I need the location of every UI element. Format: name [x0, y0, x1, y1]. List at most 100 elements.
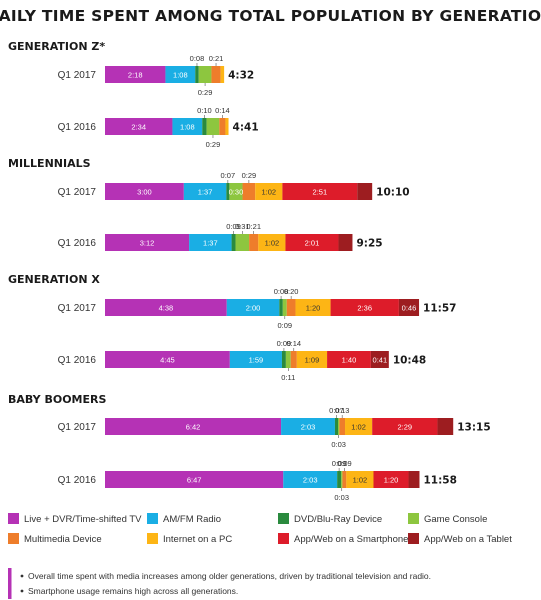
bar-segment-game-console: [341, 471, 343, 488]
bar-data-label: 2:01: [305, 238, 320, 247]
group-title: MILLENNIALS: [8, 157, 91, 170]
bar-segment-internet-on-a-pc: [296, 351, 328, 368]
bar-segment-internet-on-a-pc: [295, 299, 331, 316]
bar-segment-app-web-on-a-tablet: [437, 418, 454, 435]
bar-callout-label: 0:03: [334, 493, 349, 502]
bar-data-label: 1:37: [203, 238, 218, 247]
bar-data-label: 0:46: [402, 303, 417, 312]
bar-total: 11:58: [423, 475, 456, 487]
bar-data-label: 2:03: [301, 422, 316, 431]
bar-segment-am-fm-radio: [229, 351, 282, 368]
legend-swatch: [278, 513, 289, 524]
bar-callout-label: 0:14: [215, 106, 230, 115]
bar-total: 13:15: [457, 422, 490, 434]
bar-data-label: 1:20: [384, 475, 399, 484]
bar-segment-live-dvr-time-shifted-tv: [105, 66, 166, 83]
bar-segment-game-console: [235, 234, 250, 251]
bar-data-label: 2:00: [246, 303, 261, 312]
bar-segment-dvd-blu-ray-device: [226, 183, 230, 200]
bar-callout-label: 0:09: [277, 339, 292, 348]
bar-segment-am-fm-radio: [189, 234, 232, 251]
legend-swatch: [8, 533, 19, 544]
bar-segment-live-dvr-time-shifted-tv: [105, 183, 184, 200]
chart-rows: GENERATION Z* Q1 2017 2:18 1:08 0:08 0:29 0:21…: [8, 40, 491, 502]
group-title: GENERATION Z*: [8, 40, 105, 53]
group-title: GENERATION X: [8, 273, 100, 286]
bar-row: Q1 2016 6:47 2:03 1:02 1:20 0:09 0:03 0:09 11:58: [58, 459, 457, 502]
bar-row: Q1 2017 6:42 2:03 1:02 2:29 0:07 0:03 0:13 13:15: [58, 406, 491, 449]
bar-segment-app-web-on-a-smartphone: [373, 471, 409, 488]
bar-segment-internet-on-a-pc: [258, 234, 286, 251]
legend-item-internet-on-a-pc: Internet on a PC: [147, 533, 232, 545]
legend-item-app-web-on-a-smartphone: App/Web on a Smartphone: [278, 533, 408, 545]
bar-callout-label: 0:09: [277, 321, 292, 330]
bar-segment-multimedia-device: [211, 66, 221, 83]
legend-label: Live + DVR/Time-shifted TV: [24, 514, 142, 525]
bar-callout-label: 0:29: [198, 88, 213, 97]
bar-segment-am-fm-radio: [165, 66, 196, 83]
note-bullet: [20, 589, 24, 593]
bar-total: 9:25: [356, 238, 382, 250]
bar-callout-label: 0:03: [331, 440, 346, 449]
legend-swatch: [8, 513, 19, 524]
bar-segment-game-console: [206, 118, 220, 135]
bar-callout-label: 0:13: [335, 406, 350, 415]
bar-data-label: 4:45: [160, 355, 175, 364]
bar-data-label: 2:34: [131, 122, 146, 131]
legend-swatch: [147, 513, 158, 524]
bar-segment-app-web-on-a-tablet: [338, 234, 353, 251]
bar-segment-am-fm-radio: [281, 418, 335, 435]
bar-segment-internet-on-a-pc: [346, 471, 374, 488]
bar-data-label: 2:18: [128, 70, 143, 79]
bar-data-label: 2:29: [398, 422, 413, 431]
bar-data-label: 1:08: [173, 70, 188, 79]
legend-swatch: [408, 513, 419, 524]
bar-callout-label: 0:29: [242, 171, 257, 180]
bar-data-label: 1:20: [306, 303, 321, 312]
bar-segment-live-dvr-time-shifted-tv: [105, 351, 230, 368]
bar-segment-internet-on-a-pc: [255, 183, 283, 200]
notes: Overall time spent with media increases …: [8, 568, 431, 599]
bar-segment-multimedia-device: [219, 118, 226, 135]
note-text: Smartphone usage remains high across all…: [28, 586, 238, 596]
note-text: Overall time spent with media increases …: [28, 571, 431, 581]
group-generation-z: GENERATION Z*Q1 2017 2:18 1:080:080:290:21…: [8, 40, 259, 149]
bar-data-label: 1:37: [198, 187, 213, 196]
bar-callout-label: 0:09: [226, 222, 241, 231]
bar-row: Q1 2016 3:12 1:37 1:02 2:01 0:090:310:21 9:25: [58, 222, 383, 251]
bar-segment-live-dvr-time-shifted-tv: [105, 299, 227, 316]
bar-callout-label: 0:07: [329, 406, 344, 415]
bar-data-label: 1:02: [353, 475, 368, 484]
legend-label: App/Web on a Tablet: [424, 534, 512, 545]
bar-data-label: 1:40: [342, 355, 357, 364]
bar-segment-dvd-blu-ray-device: [231, 234, 236, 251]
bar-callout-label: 0:21: [209, 54, 224, 63]
row-label: Q1 2017: [58, 303, 97, 314]
notes-accent-bar: [8, 568, 12, 599]
bar-data-label: 1:59: [249, 355, 264, 364]
legend: Live + DVR/Time-shifted TV AM/FM Radio DVD…: [8, 513, 512, 545]
bar-callout-label: 0:31: [235, 222, 250, 231]
legend-label: AM/FM Radio: [163, 514, 221, 525]
row-label: Q1 2016: [58, 355, 97, 366]
bar-segment-dvd-blu-ray-device: [202, 118, 207, 135]
row-label: Q1 2017: [58, 70, 97, 81]
bar-data-label: 1:02: [351, 422, 366, 431]
bar-data-label: 2:36: [357, 303, 372, 312]
bar-segment-live-dvr-time-shifted-tv: [105, 118, 173, 135]
bar-segment-multimedia-device: [339, 418, 346, 435]
bar-segment-app-web-on-a-tablet: [408, 471, 420, 488]
legend-item-live-dvr-time-shifted-tv: Live + DVR/Time-shifted TV: [8, 513, 142, 525]
bar-segment-app-web-on-a-smartphone: [282, 183, 358, 200]
bar-row: Q1 2016 4:45 1:59 1:09 1:40 0:41 0:09 0:11 0:14 1…: [58, 339, 427, 382]
bar-segment-internet-on-a-pc: [225, 118, 229, 135]
legend-swatch: [147, 533, 158, 544]
bar-callout-label: 0:07: [221, 171, 236, 180]
bar-data-label: 1:08: [180, 122, 195, 131]
bar-callout-label: 0:09: [332, 459, 347, 468]
bar-callout-label: 0:08: [274, 287, 289, 296]
group-title: BABY BOOMERS: [8, 393, 106, 406]
legend-label: App/Web on a Smartphone: [294, 534, 408, 545]
